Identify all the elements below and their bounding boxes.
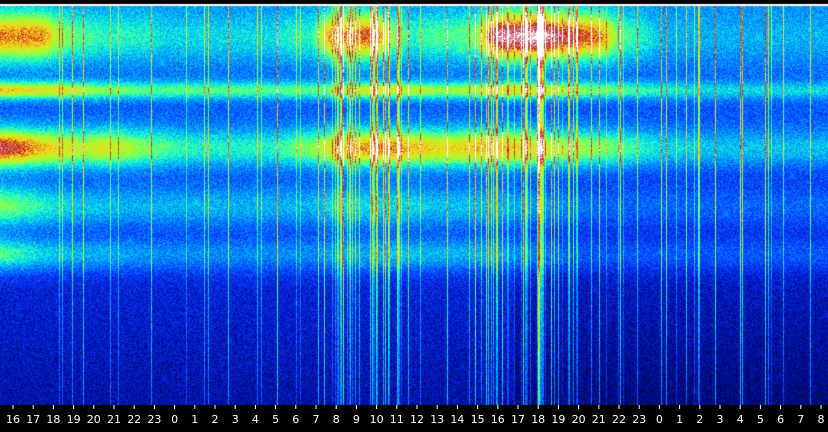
x-tick-label: 18 [531,413,545,426]
x-tick-label: 7 [313,413,320,426]
x-tick-label: 0 [171,413,178,426]
x-tick-label: 22 [127,413,141,426]
x-tick-label: 1 [191,413,198,426]
x-tick-label: 19 [551,413,565,426]
x-tick-label: 3 [232,413,239,426]
x-tick-label: 12 [410,413,424,426]
x-tick-label: 11 [390,413,404,426]
x-tick-label: 5 [757,413,764,426]
x-tick-label: 16 [6,413,20,426]
x-tick-label: 14 [450,413,464,426]
x-tick-label: 5 [272,413,279,426]
x-tick-label: 21 [107,413,121,426]
x-tick-label: 10 [370,413,384,426]
x-tick-label: 4 [737,413,744,426]
x-tick-label: 13 [430,413,444,426]
x-tick-label: 2 [696,413,703,426]
x-tick-label: 8 [333,413,340,426]
x-tick-label: 1 [676,413,683,426]
x-tick-label: 23 [632,413,646,426]
x-tick-label: 3 [717,413,724,426]
x-tick-label: 20 [572,413,586,426]
x-tick-label: 8 [818,413,825,426]
x-tick-label: 9 [353,413,360,426]
x-tick-label: 6 [292,413,299,426]
x-tick-label: 22 [612,413,626,426]
x-tick-label: 23 [147,413,161,426]
x-tick-label: 17 [511,413,525,426]
x-tick-label: 18 [46,413,60,426]
x-tick-label: 21 [592,413,606,426]
x-tick-label: 17 [26,413,40,426]
x-tick-label: 2 [212,413,219,426]
x-tick-label: 15 [471,413,485,426]
x-tick-label: 16 [491,413,505,426]
x-tick-label: 4 [252,413,259,426]
x-tick-label: 0 [656,413,663,426]
x-tick-label: 19 [67,413,81,426]
x-tick-label: 7 [797,413,804,426]
x-tick-label: 20 [87,413,101,426]
x-tick-label: 6 [777,413,784,426]
